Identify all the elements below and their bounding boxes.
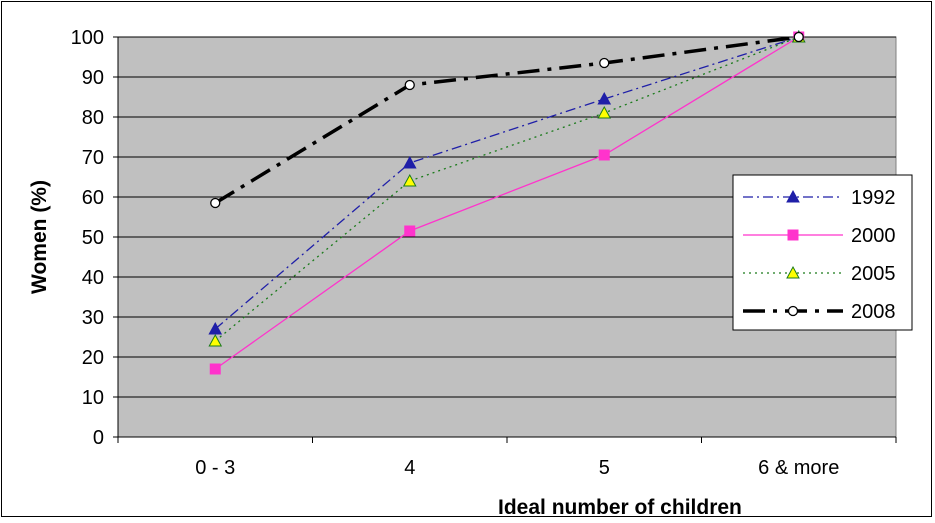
y-tick-label: 50: [82, 227, 104, 249]
y-tick-label: 0: [93, 427, 104, 449]
legend-swatch-marker: [786, 265, 800, 279]
y-tick-label: 80: [82, 107, 104, 129]
legend-swatch-marker: [786, 189, 800, 203]
legend-label: 2005: [851, 263, 896, 285]
x-tick-label: 6 & more: [758, 457, 839, 479]
data-point: [402, 155, 417, 169]
series-line: [214, 36, 799, 330]
legend: 1992 2000 2005 2008: [732, 174, 913, 331]
series-layer: [208, 29, 806, 375]
series-line: [214, 36, 799, 342]
y-tick-label: 30: [82, 307, 104, 329]
legend-swatch-marker: [787, 229, 799, 241]
legend-item-2000: 2000: [743, 225, 896, 247]
legend-label: 2000: [851, 225, 896, 247]
data-point: [210, 197, 221, 209]
y-tick-label: 100: [71, 27, 104, 49]
data-point: [599, 57, 610, 69]
x-axis-label: Ideal number of children: [498, 496, 742, 518]
x-tick-label: 4: [404, 457, 415, 479]
x-tick-label: 5: [599, 457, 610, 479]
x-tick-label: 0 - 3: [195, 457, 235, 479]
data-point: [598, 149, 610, 161]
legend-box: [732, 174, 913, 331]
legend-label: 1992: [851, 187, 896, 209]
data-point: [209, 363, 221, 375]
y-tick-label: 60: [82, 187, 104, 209]
series-2008: [210, 31, 804, 209]
y-tick-label: 70: [82, 147, 104, 169]
y-axis-label: Women (%): [28, 180, 51, 294]
legend-item-1992: 1992: [743, 187, 896, 209]
y-tick-label: 40: [82, 267, 104, 289]
data-point: [597, 105, 612, 119]
data-point: [793, 31, 804, 43]
data-point: [597, 91, 612, 105]
legend-item-2005: 2005: [743, 263, 896, 285]
data-point: [404, 225, 416, 237]
data-point: [402, 173, 417, 187]
y-tick-label: 20: [82, 347, 104, 369]
series-line: [214, 36, 800, 370]
legend-swatch-marker: [787, 305, 799, 317]
data-point: [404, 79, 415, 91]
y-tick-label: 90: [82, 67, 104, 89]
data-point: [208, 333, 223, 347]
legend-item-2008: 2008: [743, 301, 896, 323]
legend-label: 2008: [851, 301, 896, 323]
y-tick-label: 10: [82, 387, 104, 409]
axes: 0 10 20 30 40 50 60 70 80 90 100 0 - 3 4 5 6 & more: [71, 27, 897, 479]
series-line: [214, 35, 799, 205]
